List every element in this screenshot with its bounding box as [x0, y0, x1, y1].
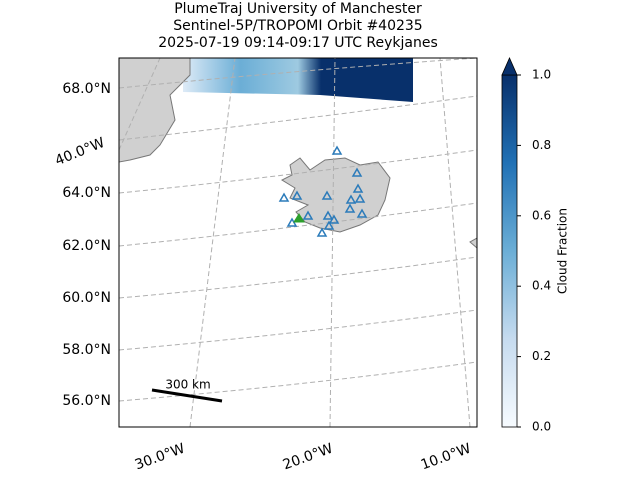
- lat-label: 68.0°N: [62, 81, 111, 97]
- title-line: PlumeTraj University of Manchester: [174, 1, 422, 17]
- lon-label: 10.0°W: [419, 441, 473, 474]
- lat-label: 58.0°N: [62, 342, 111, 358]
- colorbar-tick-label: 1.0: [532, 68, 551, 82]
- volcano-markers: [278, 145, 368, 237]
- colorbar-tick-label: 0.2: [532, 349, 551, 363]
- scale-bar: [151, 388, 223, 403]
- map-frame: [118, 57, 478, 428]
- lat-label: 62.0°N: [62, 238, 111, 254]
- colorbar-tick-label: 0.0: [532, 420, 551, 434]
- title-line: Sentinel-5P/TROPOMI Orbit #40235: [173, 18, 422, 34]
- target-volcano: [293, 213, 305, 223]
- map-area: 300 km: [119, 58, 477, 427]
- graticule: [119, 58, 477, 427]
- lon-label: 30.0°W: [133, 441, 187, 474]
- lon-label: 20.0°W: [281, 441, 335, 474]
- colorbar-tick-label: 0.6: [532, 208, 551, 222]
- colorbar-tick-label: 0.8: [532, 138, 551, 152]
- colorbar: Cloud Fraction 0.0 0.2 0.4 0.6 0.8 1.0: [501, 57, 570, 434]
- lat-label: 60.0°N: [62, 290, 111, 306]
- colorbar-label: Cloud Fraction: [556, 208, 570, 294]
- lat-label: 64.0°N: [62, 185, 111, 201]
- greenland: [119, 58, 191, 163]
- colorbar-scale: [501, 74, 518, 428]
- title-line: 2025-07-19 09:14-09:17 UTC Reykjanes: [158, 35, 438, 51]
- scale-label: 300 km: [165, 378, 210, 392]
- lat-labels: 68.0°N 64.0°N 62.0°N 60.0°N 58.0°N 56.0°…: [62, 81, 111, 409]
- colorbar-tick-label: 0.4: [532, 279, 551, 293]
- cloud-swath: [183, 58, 413, 102]
- lon-label: 40.0°W: [53, 135, 107, 169]
- landmass: [469, 237, 477, 249]
- lon-labels: 40.0°W 30.0°W 20.0°W 10.0°W: [53, 135, 473, 474]
- lat-label: 56.0°N: [62, 393, 111, 409]
- colorbar-extend: [501, 57, 518, 76]
- title: PlumeTraj University of Manchester Senti…: [158, 1, 438, 51]
